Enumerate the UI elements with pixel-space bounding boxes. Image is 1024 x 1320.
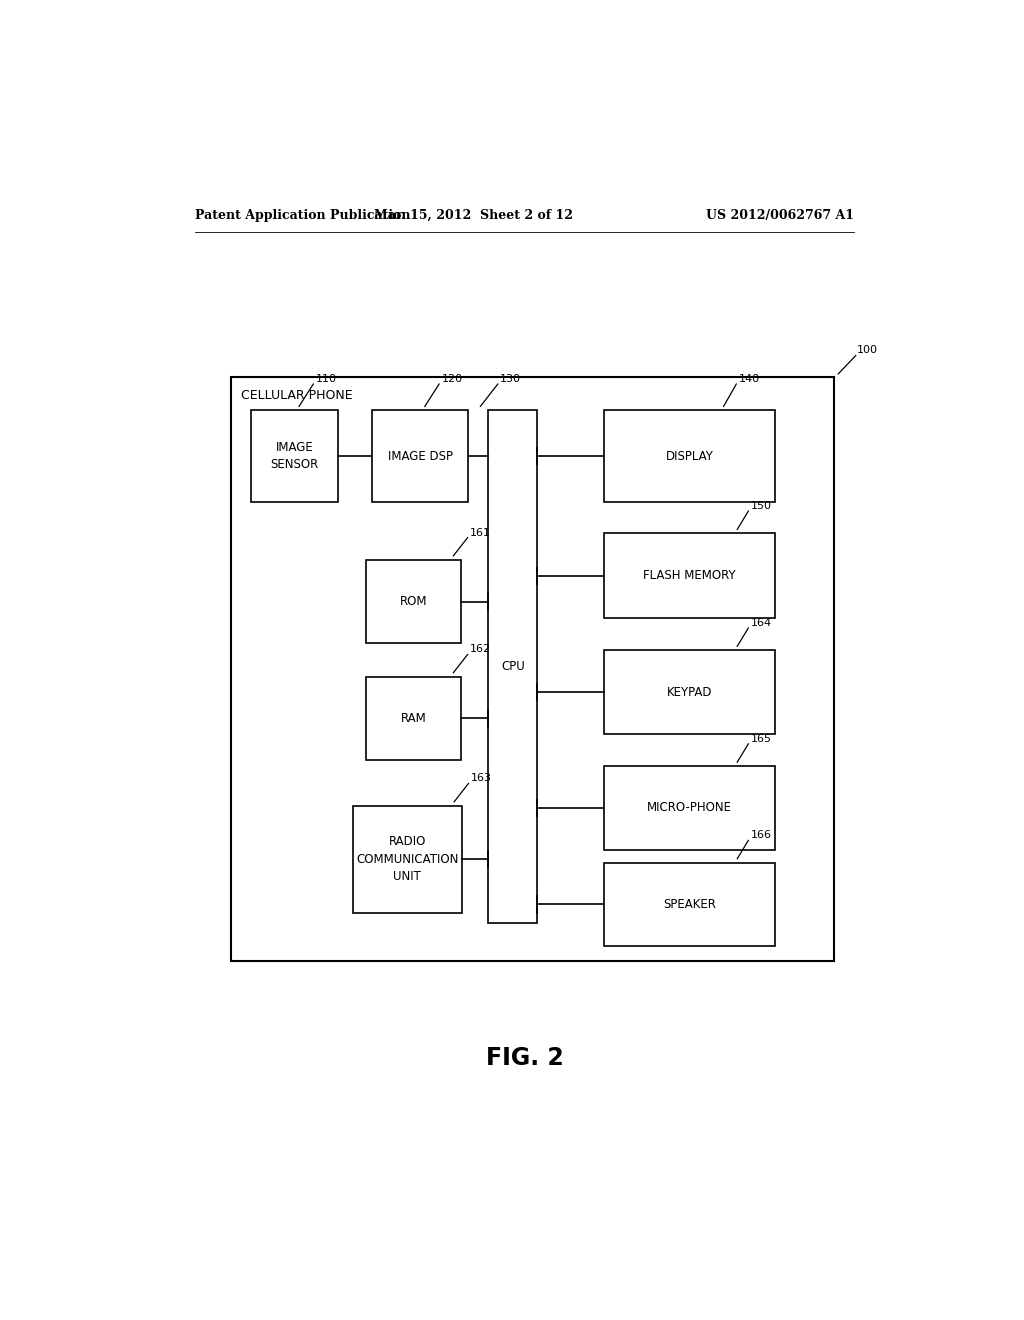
Text: 100: 100 [857,345,879,355]
Text: 164: 164 [751,618,772,628]
Text: Mar. 15, 2012  Sheet 2 of 12: Mar. 15, 2012 Sheet 2 of 12 [374,209,572,222]
Text: 140: 140 [738,374,760,384]
Text: COMMUNICATION: COMMUNICATION [356,853,459,866]
Text: IMAGE DSP: IMAGE DSP [387,450,453,463]
Text: 150: 150 [751,502,772,511]
Text: CELLULAR PHONE: CELLULAR PHONE [241,389,352,403]
Text: 166: 166 [751,830,772,841]
Bar [604,651,775,734]
Bar [373,411,468,502]
Text: RADIO: RADIO [389,836,426,849]
Text: FIG. 2: FIG. 2 [486,1045,563,1071]
Text: SPEAKER: SPEAKER [663,898,716,911]
Text: 162: 162 [470,644,492,655]
Bar [231,378,835,961]
Text: MICRO-PHONE: MICRO-PHONE [647,801,732,814]
Text: IMAGE: IMAGE [275,441,313,454]
Text: KEYPAD: KEYPAD [667,685,713,698]
Text: UNIT: UNIT [393,870,421,883]
Text: SENSOR: SENSOR [270,458,318,471]
Bar [488,411,538,923]
Text: 130: 130 [500,374,521,384]
Bar [604,863,775,946]
Text: 120: 120 [441,374,463,384]
Text: FLASH MEMORY: FLASH MEMORY [643,569,736,582]
Text: Patent Application Publication: Patent Application Publication [196,209,411,222]
Text: CPU: CPU [501,660,524,673]
Bar [367,560,461,643]
Text: US 2012/0062767 A1: US 2012/0062767 A1 [707,209,854,222]
Bar [604,766,775,850]
Text: RAM: RAM [400,711,427,725]
Text: 110: 110 [315,374,337,384]
Bar [352,805,462,912]
Text: 165: 165 [751,734,772,744]
Bar [604,533,775,618]
Bar [251,411,338,502]
Text: ROM: ROM [400,595,427,609]
Text: 163: 163 [471,774,492,784]
Bar [604,411,775,502]
Bar [367,677,461,760]
Text: 161: 161 [470,528,492,537]
Text: DISPLAY: DISPLAY [666,450,714,463]
